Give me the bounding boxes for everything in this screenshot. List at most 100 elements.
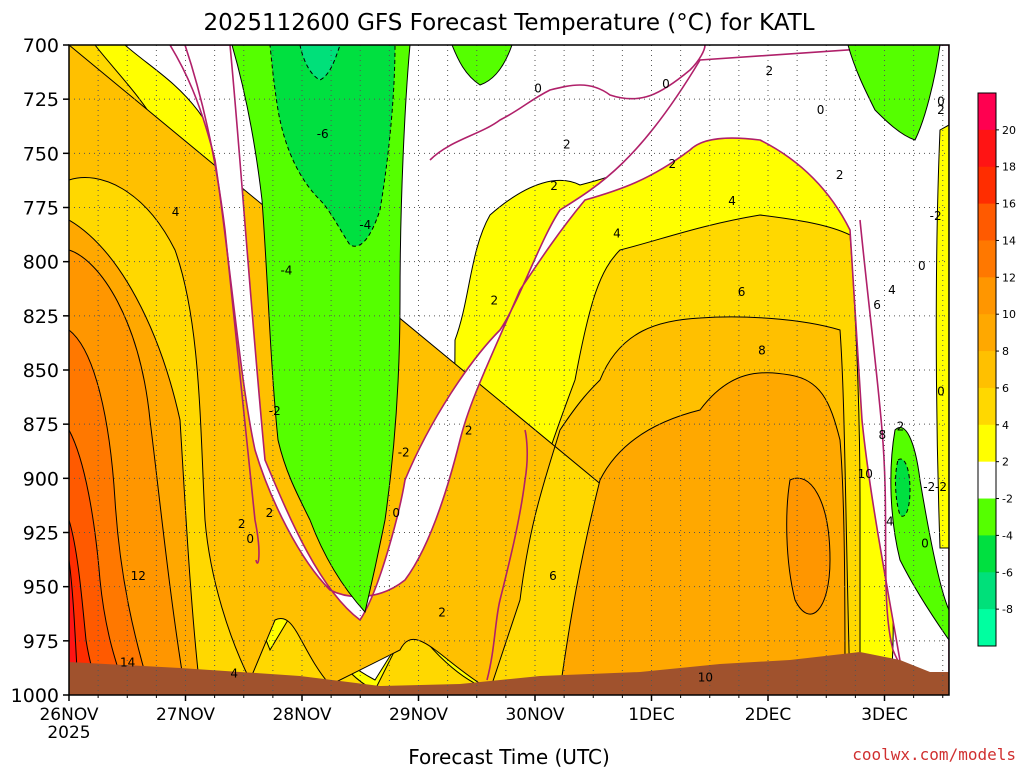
contour-label: 2 xyxy=(836,168,844,182)
contour-label: 0 xyxy=(918,259,926,273)
y-tick-label: 850 xyxy=(23,360,59,382)
colorbar-label: 2 xyxy=(1002,456,1009,469)
cold-regions xyxy=(231,45,949,641)
band-2-4-right-edge xyxy=(935,124,949,549)
colorbar-label: 18 xyxy=(1002,161,1016,174)
y-tick-label: 775 xyxy=(23,198,59,220)
colorbar-swatch xyxy=(978,93,996,131)
x-tick-label: 1DEC xyxy=(628,705,675,725)
contour-label: -2 xyxy=(935,480,947,494)
y-tick-label: 975 xyxy=(23,631,59,653)
colorbar-swatch xyxy=(978,240,996,278)
x-axis-label: Forecast Time (UTC) xyxy=(408,745,610,768)
colorbar-swatch xyxy=(978,166,996,205)
y-tick-label: 1000 xyxy=(11,685,59,707)
contour-label: 4 xyxy=(613,227,621,241)
y-tick-label: 950 xyxy=(23,577,59,599)
contour-label: 2 xyxy=(465,424,473,438)
contour-label: 10 xyxy=(698,671,713,685)
contour-label: 0 xyxy=(534,81,542,95)
band-neg4-neg6 xyxy=(269,45,396,247)
contour-label: 0 xyxy=(937,385,945,399)
colorbar-label: 8 xyxy=(1002,345,1009,358)
colorbar-swatch xyxy=(978,535,996,573)
contour-label: 4 xyxy=(230,666,238,680)
colorbar-label: 20 xyxy=(1002,124,1016,137)
contour-label: 4 xyxy=(728,194,736,208)
zero-contour-left xyxy=(184,45,260,564)
colorbar-swatch xyxy=(978,314,996,352)
colorbar-swatch xyxy=(978,572,996,610)
contour-label: 2 xyxy=(438,606,446,620)
contour-label: 2 xyxy=(669,157,677,171)
contour-label: 2 xyxy=(550,179,558,193)
contour-label: 4 xyxy=(172,205,180,219)
colorbar-frame xyxy=(977,92,997,647)
freezing-contours xyxy=(184,45,949,691)
cold-pocket-top-2 xyxy=(847,45,941,141)
contour-label: 0 xyxy=(921,536,929,550)
colorbar-label: 6 xyxy=(1002,382,1009,395)
y-tick-label: 725 xyxy=(23,89,59,111)
contour-label: -4 xyxy=(359,218,371,232)
contour-label: 2 xyxy=(266,506,274,520)
contour-label: -4 xyxy=(280,263,292,277)
y-tick-label: 800 xyxy=(23,252,59,274)
gridlines xyxy=(69,45,949,695)
colorbar-swatch xyxy=(978,498,996,536)
colorbar-label: -6 xyxy=(1002,566,1013,579)
contour-labels: 412144202-2-4-6-4-2022202264024681020264… xyxy=(120,64,947,685)
credit-text: coolwx.com/models xyxy=(852,745,1016,764)
ground-terrain xyxy=(69,652,949,695)
contour-label: -2 xyxy=(269,404,281,418)
contour-label: 0 xyxy=(246,532,254,546)
band-10-12-right xyxy=(786,477,831,615)
band-neg6-neg8 xyxy=(299,45,341,81)
x-tick-label: 26NOV xyxy=(39,705,98,725)
contour-label: -6 xyxy=(317,127,329,141)
colorbar-swatch xyxy=(978,351,996,389)
zero-contour-upper xyxy=(429,45,706,161)
colorbar-swatch xyxy=(978,129,996,168)
contour-label: 10 xyxy=(858,467,873,481)
colorbar-label: 4 xyxy=(1002,419,1009,432)
contour-label: 8 xyxy=(879,428,887,442)
colorbar: 20 18 16 14 12 10 8 6 4 2 -2 -4 -6 -8 xyxy=(977,92,1016,647)
y-tick-label: 875 xyxy=(23,414,59,436)
x-tick-label: 28NOV xyxy=(272,705,331,725)
x-axis: 26NOV 27NOV 28NOV 29NOV 30NOV 1DEC 2DEC 3DEC xyxy=(39,695,944,725)
colorbar-label: -8 xyxy=(1002,603,1013,616)
colorbar-label: -2 xyxy=(1002,493,1013,506)
x-tick-label: 30NOV xyxy=(505,705,564,725)
colorbar-label: 14 xyxy=(1002,234,1016,247)
colorbar-label: 12 xyxy=(1002,271,1016,284)
cold-pocket-top-1 xyxy=(451,45,513,86)
contour-label: 14 xyxy=(120,656,135,670)
contour-label: 2 xyxy=(897,419,905,433)
contour-label: 0 xyxy=(392,506,400,520)
below-zero-region-white xyxy=(169,45,949,691)
contour-label: -2 xyxy=(923,480,935,494)
contour-label: 2 xyxy=(238,517,246,531)
contour-label: 6 xyxy=(549,569,557,583)
contour-label: 2 xyxy=(937,103,945,117)
colorbar-label: 16 xyxy=(1002,198,1016,211)
cold-pocket-right-inner xyxy=(895,458,911,517)
contour-label: 2 xyxy=(766,64,774,78)
x-tick-label: 2DEC xyxy=(745,705,792,725)
contour-label: 2 xyxy=(563,138,571,152)
y-tick-label: 700 xyxy=(23,35,59,57)
contour-label: 4 xyxy=(886,515,894,529)
contour-label: 6 xyxy=(738,285,746,299)
y-tick-label: 900 xyxy=(23,468,59,490)
contour-label: 8 xyxy=(758,344,766,358)
colorbar-swatch xyxy=(978,277,996,315)
y-tick-label: 750 xyxy=(23,143,59,165)
colorbar-swatch xyxy=(978,609,996,647)
colorbar-swatch xyxy=(978,424,996,463)
contour-label: 0 xyxy=(817,103,825,117)
x-axis-year: 2025 xyxy=(47,723,90,743)
contour-label: -2 xyxy=(930,209,942,223)
zero-contour-mid xyxy=(486,429,528,681)
